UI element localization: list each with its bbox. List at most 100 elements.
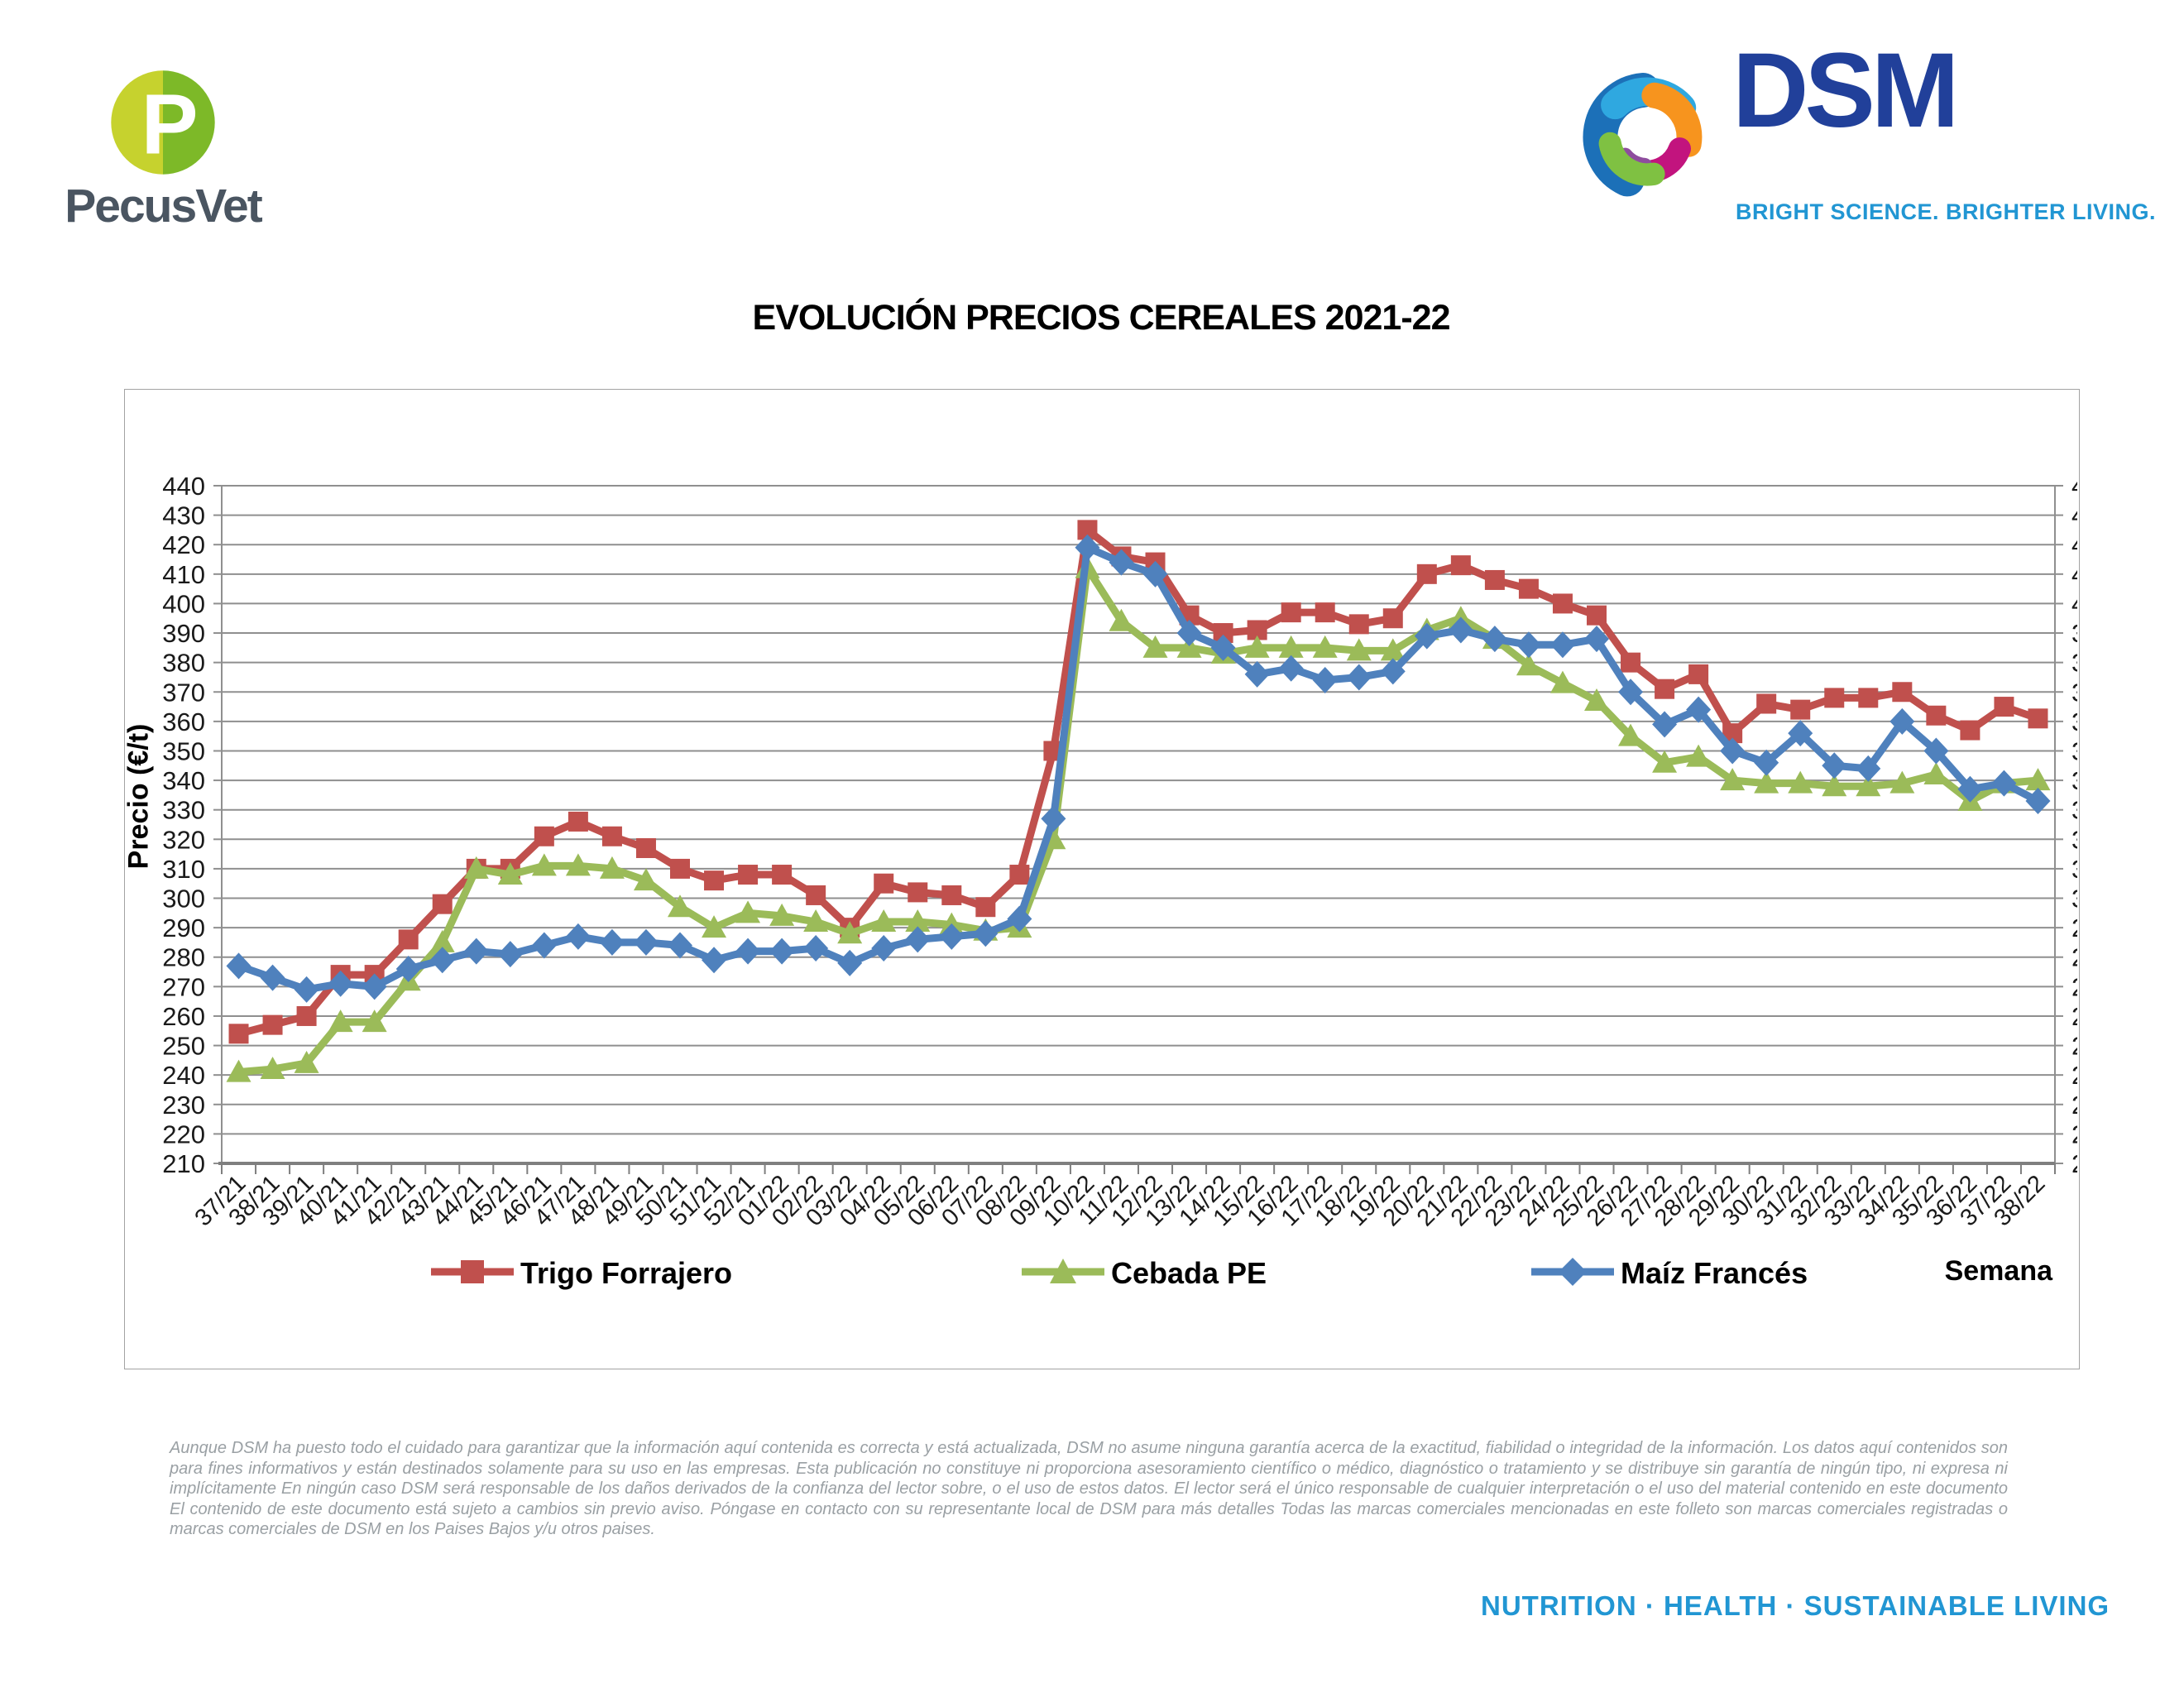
svg-text:310: 310: [2071, 855, 2077, 884]
data-point-trigo-forrajero: [1281, 602, 1301, 623]
dsm-swirl-green-petal: [1598, 132, 1665, 186]
svg-text:400: 400: [162, 589, 205, 618]
data-point-ma-z-franc-s: [837, 949, 863, 976]
data-point-cebada-pe: [1380, 638, 1406, 661]
dsm-wordmark: DSM: [1732, 31, 1959, 150]
data-point-ma-z-franc-s: [1380, 658, 1406, 685]
svg-text:290: 290: [2071, 914, 2077, 942]
data-point-trigo-forrajero: [806, 885, 826, 905]
data-point-ma-z-franc-s: [429, 947, 455, 974]
price-chart-plot: 2102102202202302302402402502502602602702…: [162, 472, 2077, 1231]
data-point-cebada-pe: [497, 862, 523, 885]
pecusvet-monogram: P: [141, 75, 199, 171]
data-point-trigo-forrajero: [670, 858, 690, 879]
data-point-trigo-forrajero: [1824, 688, 1845, 708]
data-point-ma-z-franc-s: [395, 955, 421, 982]
data-point-cebada-pe: [599, 856, 625, 879]
data-point-ma-z-franc-s: [1720, 737, 1746, 765]
svg-text:280: 280: [162, 943, 205, 972]
svg-text:380: 380: [162, 649, 205, 678]
data-point-trigo-forrajero: [1348, 614, 1369, 635]
data-point-cebada-pe: [565, 853, 591, 876]
data-point-cebada-pe: [429, 929, 455, 952]
data-point-cebada-pe: [1754, 770, 1779, 794]
data-point-ma-z-franc-s: [226, 952, 251, 980]
data-point-cebada-pe: [1788, 770, 1813, 794]
svg-text:440: 440: [162, 472, 205, 501]
svg-text:420: 420: [162, 530, 205, 559]
svg-text:440: 440: [2071, 472, 2077, 501]
data-point-cebada-pe: [1584, 688, 1609, 711]
legal-disclaimer: Aunque DSM ha puesto todo el cuidado par…: [170, 1439, 2008, 1539]
data-point-cebada-pe: [1720, 768, 1746, 791]
data-point-trigo-forrajero: [1960, 720, 1980, 741]
nutrition-health-tagline: NUTRITION · HEALTH · SUSTAINABLE LIVING: [1481, 1590, 2110, 1621]
data-point-trigo-forrajero: [398, 929, 419, 950]
legend-marker-square-icon: [429, 1255, 515, 1292]
svg-text:310: 310: [162, 855, 205, 884]
data-point-ma-z-franc-s: [497, 941, 523, 968]
chart-title: EVOLUCIÓN PRECIOS CEREALES 2021-22: [752, 298, 1451, 338]
y-axis-title: Precio (€/t): [122, 723, 155, 870]
data-point-cebada-pe: [531, 853, 557, 876]
data-point-trigo-forrajero: [874, 873, 894, 894]
data-point-cebada-pe: [905, 909, 931, 933]
svg-text:270: 270: [162, 972, 205, 1001]
y-axis-ticks: [213, 485, 2063, 1164]
svg-text:260: 260: [162, 1002, 205, 1031]
pecusvet-circle-right-half: [163, 70, 215, 175]
pecusvet-circle-left-half: [111, 70, 163, 175]
series-cebada-pe: [226, 555, 2051, 1082]
data-point-ma-z-franc-s: [668, 932, 692, 959]
svg-text:340: 340: [2071, 766, 2077, 795]
data-point-ma-z-franc-s: [1109, 549, 1134, 576]
legend-label-trigo-forrajero: Trigo Forrajero: [520, 1256, 733, 1290]
data-point-cebada-pe: [1244, 635, 1270, 658]
data-point-cebada-pe: [1856, 774, 1881, 797]
svg-text:210: 210: [162, 1149, 205, 1178]
data-point-trigo-forrajero: [534, 826, 554, 846]
data-point-cebada-pe: [1549, 670, 1575, 693]
data-point-ma-z-franc-s: [1516, 631, 1541, 659]
svg-text:240: 240: [162, 1061, 205, 1090]
legend-label-maiz-frances: Maíz Francés: [1621, 1256, 1808, 1290]
legend-item-cebada-pe: Cebada PE: [1020, 1255, 1267, 1292]
data-point-ma-z-franc-s: [871, 935, 897, 962]
data-point-ma-z-franc-s: [1075, 534, 1100, 561]
data-point-ma-z-franc-s: [362, 973, 387, 1000]
svg-text:230: 230: [162, 1091, 205, 1120]
pecusvet-wordmark: PecusVet: [65, 180, 263, 233]
data-point-ma-z-franc-s: [1482, 626, 1507, 653]
data-point-ma-z-franc-s: [973, 920, 999, 947]
data-point-ma-z-franc-s: [1788, 720, 1813, 747]
data-point-ma-z-franc-s: [1176, 620, 1202, 647]
dsm-swirl-orange-petal: [1641, 82, 1703, 157]
data-point-trigo-forrajero: [262, 1014, 283, 1035]
legend-label-cebada-pe: Cebada PE: [1111, 1256, 1267, 1290]
data-point-ma-z-franc-s: [633, 928, 659, 956]
data-point-cebada-pe: [463, 856, 489, 879]
data-point-cebada-pe: [362, 1009, 387, 1033]
data-point-ma-z-franc-s: [1822, 752, 1847, 779]
data-point-cebada-pe: [1618, 723, 1644, 746]
data-point-trigo-forrajero: [1756, 693, 1777, 714]
data-point-trigo-forrajero: [601, 826, 622, 846]
svg-text:340: 340: [162, 766, 205, 795]
data-point-trigo-forrajero: [432, 894, 453, 914]
x-tick-labels: 37/2138/2139/2140/2141/2142/2143/2144/21…: [190, 1170, 2051, 1231]
data-point-trigo-forrajero: [1382, 608, 1403, 629]
data-point-trigo-forrajero: [975, 897, 996, 918]
data-point-ma-z-franc-s: [1991, 770, 2017, 797]
data-point-ma-z-franc-s: [1686, 696, 1712, 723]
data-point-ma-z-franc-s: [463, 938, 489, 965]
data-point-trigo-forrajero: [1518, 578, 1539, 599]
data-point-trigo-forrajero: [1484, 569, 1505, 590]
data-point-trigo-forrajero: [1315, 602, 1335, 623]
data-point-cebada-pe: [1142, 635, 1168, 658]
data-point-trigo-forrajero: [1688, 664, 1709, 684]
series-ma-z-franc-s: [226, 534, 2051, 1003]
data-point-trigo-forrajero: [1587, 605, 1607, 626]
svg-text:410: 410: [2071, 560, 2077, 589]
data-point-trigo-forrajero: [635, 837, 656, 858]
data-point-ma-z-franc-s: [702, 947, 727, 974]
